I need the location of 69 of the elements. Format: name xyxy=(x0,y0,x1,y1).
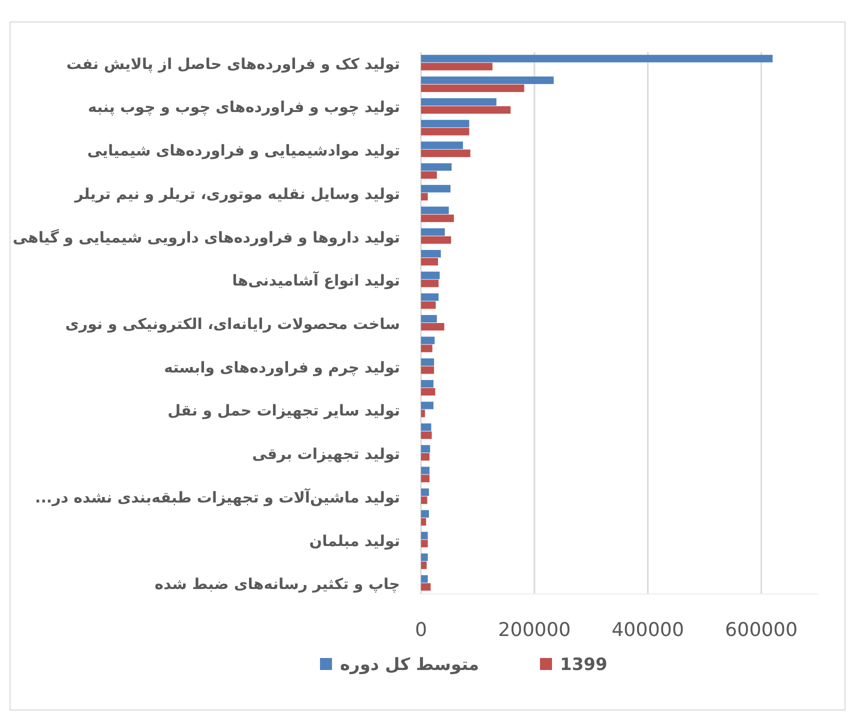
bar xyxy=(421,54,773,62)
bar xyxy=(421,496,428,504)
bar xyxy=(421,402,434,410)
bar xyxy=(421,453,430,461)
bar xyxy=(421,532,428,540)
bar xyxy=(421,315,437,322)
bar xyxy=(421,106,511,114)
bar xyxy=(421,553,428,561)
bar xyxy=(421,540,428,548)
bar xyxy=(421,583,431,591)
y-tick-label: تولید وسایل نقلیه موتوری، تریلر و نیم تریلر xyxy=(74,184,400,203)
bar xyxy=(421,561,427,569)
bar xyxy=(421,236,452,244)
bar xyxy=(421,466,430,474)
bar xyxy=(421,163,452,171)
bar xyxy=(421,214,454,222)
y-tick-label: تولید کک و فراورده‌های حاصل از پالایش نفت xyxy=(66,54,400,73)
bar xyxy=(421,510,429,518)
y-tick-label: تولید داروها و فراورده‌های دارویی شیمیایی و گیاهی xyxy=(12,228,400,246)
x-tick-label: 0 xyxy=(414,619,428,641)
bar xyxy=(421,272,440,280)
y-tick-label: ساخت محصولات رایانه‌ای، الکترونیکی و نوری xyxy=(65,315,400,333)
bar xyxy=(421,474,430,482)
bar xyxy=(421,358,434,366)
legend-label: 1399 xyxy=(560,655,608,675)
bar xyxy=(421,518,426,526)
bar xyxy=(421,388,436,396)
bar xyxy=(421,206,449,214)
bar xyxy=(421,150,470,158)
y-tick-label: تولید سایر تجهیزات حمل و نقل xyxy=(168,402,400,420)
bar xyxy=(421,293,439,301)
bar xyxy=(421,336,435,344)
y-tick-label: تولید تجهیزات برقی xyxy=(252,445,400,464)
y-tick-label: چاپ و تکثیر رسانه‌های ضبط شده xyxy=(154,575,400,594)
bar xyxy=(421,258,438,266)
bar xyxy=(421,423,432,431)
bar xyxy=(421,128,470,136)
bar xyxy=(421,366,434,374)
bar xyxy=(421,445,430,453)
bar xyxy=(421,62,492,70)
bar xyxy=(421,488,429,496)
y-tick-label: تولید ماشین‌آلات و تجهیزات طبقه‌بندی نشده در... xyxy=(35,487,400,506)
bar xyxy=(421,323,444,330)
bar xyxy=(421,192,428,200)
y-tick-label: تولید موادشیمیایی و فراورده‌های شیمیایی xyxy=(87,142,400,160)
bar xyxy=(421,76,554,84)
bar xyxy=(421,98,496,106)
bar xyxy=(421,301,436,309)
bar xyxy=(421,380,434,388)
bar xyxy=(421,184,450,192)
bar xyxy=(421,410,425,418)
x-tick-label: 200000 xyxy=(498,619,571,641)
legend-label: متوسط کل دوره xyxy=(340,655,480,675)
y-tick-label: تولید مبلمان xyxy=(309,532,400,550)
x-tick-label: 600000 xyxy=(725,619,798,641)
bar xyxy=(421,228,445,236)
bar xyxy=(421,171,437,179)
bar xyxy=(421,344,432,352)
x-tick-label: 400000 xyxy=(612,619,684,641)
bar xyxy=(421,120,470,128)
y-tick-label: تولید چرم و فراورده‌های وابسته xyxy=(164,358,400,376)
bar xyxy=(421,84,524,92)
y-tick-label: تولید چوب و فراورده‌های چوب و چوب پنبه xyxy=(88,98,400,116)
y-tick-label: تولید انواع آشامیدنی‌ها xyxy=(232,270,400,290)
bar xyxy=(421,250,441,258)
bar xyxy=(421,575,428,583)
bar xyxy=(421,431,432,439)
bar xyxy=(421,142,463,150)
bar xyxy=(421,280,439,288)
